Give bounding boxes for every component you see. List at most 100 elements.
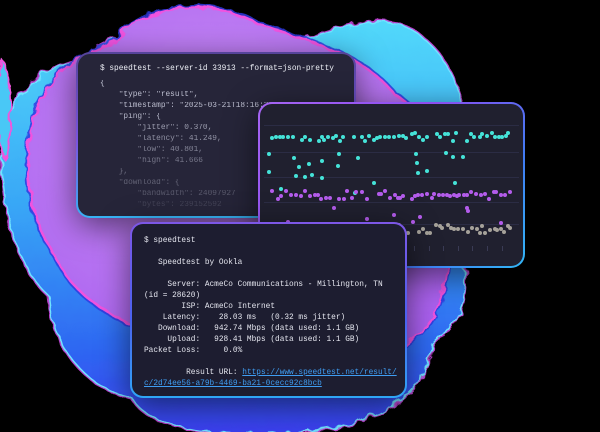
cyan-outliers-dot xyxy=(291,156,296,161)
purple-band-dot xyxy=(344,189,349,194)
purple-band-dot xyxy=(359,190,364,195)
cyan-band-dot xyxy=(442,131,447,136)
cyan-band-dot xyxy=(506,131,511,136)
cyan-band-dot xyxy=(397,134,402,139)
cyan-band-dot xyxy=(302,135,307,140)
cyan-outliers-dot xyxy=(414,151,419,156)
purple-band-dot xyxy=(379,192,384,197)
purple-band-dot xyxy=(478,193,483,198)
json-line: "download": { xyxy=(100,179,180,187)
gray-band-dot xyxy=(494,227,499,232)
purple-band-dot xyxy=(270,189,275,194)
cyan-band-dot xyxy=(319,135,324,140)
cyan-band-dot xyxy=(464,139,469,144)
json-line: "bytes": 239152592 xyxy=(100,201,222,209)
cyan-band-dot xyxy=(503,134,508,139)
purple-outliers-dot xyxy=(332,206,337,211)
cyan-band-dot xyxy=(334,134,339,139)
cyan-band-dot xyxy=(480,132,485,137)
gridline xyxy=(264,202,519,203)
purple-band-dot xyxy=(448,193,453,198)
gray-band-dot xyxy=(417,229,422,234)
purple-band-dot xyxy=(499,192,504,197)
purple-outliers-dot xyxy=(465,208,470,213)
cyan-outliers-dot xyxy=(306,162,311,167)
purple-band-dot xyxy=(279,193,284,198)
gray-band-dot xyxy=(438,224,443,228)
cyan-band-dot xyxy=(326,134,331,139)
purple-band-dot xyxy=(350,195,355,200)
gray-band-dot xyxy=(477,231,482,236)
cyan-band-dot xyxy=(316,138,321,143)
result-url-link[interactable]: https://www.speedtest.net/result/c/2d74e… xyxy=(144,369,397,390)
json-output-lines: { "type": "result", "timestamp": "2025-0… xyxy=(100,79,346,211)
purple-band-dot xyxy=(376,192,381,197)
purple-band-dot xyxy=(275,197,280,202)
purple-band-dot xyxy=(336,196,341,201)
purple-band-dot xyxy=(440,193,445,197)
cyan-outliers-dot xyxy=(414,160,419,165)
purple-band-dot xyxy=(365,196,370,201)
cyan-band-dot xyxy=(378,134,383,139)
purple-band-dot xyxy=(410,197,415,202)
cyan-band-dot xyxy=(274,134,279,139)
cyan-outliers-dot xyxy=(443,150,448,155)
purple-band-dot xyxy=(392,192,397,197)
cyan-outliers-dot xyxy=(267,152,272,157)
cyan-band-dot xyxy=(413,130,418,135)
gray-band-dot xyxy=(465,230,470,235)
cyan-band-dot xyxy=(285,134,290,139)
cyan-band-dot xyxy=(409,131,414,136)
axis-tick xyxy=(428,246,430,251)
cyan-outliers-dot xyxy=(266,169,271,174)
gray-band-dot xyxy=(492,226,497,231)
purple-band-dot xyxy=(425,192,430,197)
purple-band-dot xyxy=(465,192,470,197)
purple-band-dot xyxy=(324,195,329,200)
cyan-band-dot xyxy=(278,135,283,140)
json-line: "jitter": 0.370, xyxy=(100,124,213,132)
purple-outliers-dot xyxy=(498,221,503,226)
cyan-band-dot xyxy=(420,138,425,143)
cyan-band-dot xyxy=(367,134,372,139)
axis-tick xyxy=(472,246,474,251)
cyan-band-dot xyxy=(477,134,482,139)
purple-outliers-dot xyxy=(418,214,423,219)
gray-band-dot xyxy=(474,226,479,231)
cyan-band-dot xyxy=(337,138,342,143)
json-terminal-prompt: $ speedtest --server-id 33913 --format=j… xyxy=(100,65,334,73)
purple-band-dot xyxy=(454,193,459,198)
cyan-outliers-dot xyxy=(319,175,324,180)
purple-band-dot xyxy=(299,193,304,198)
purple-band-dot xyxy=(395,196,400,201)
gray-band-dot xyxy=(428,230,433,235)
purple-band-dot xyxy=(503,193,508,198)
gray-band-dot xyxy=(487,227,492,232)
gray-band-dot xyxy=(451,227,456,232)
purple-band-dot xyxy=(413,193,418,198)
purple-band-dot xyxy=(432,192,437,197)
cyan-outliers-dot xyxy=(336,163,341,168)
gridline xyxy=(264,152,519,153)
purple-band-dot xyxy=(486,197,491,202)
purple-band-dot xyxy=(289,193,293,198)
cyan-outliers-dot xyxy=(278,186,283,191)
gray-band-dot xyxy=(445,222,450,227)
gray-band-dot xyxy=(505,224,510,229)
purple-band-dot xyxy=(451,193,456,198)
purple-outliers-dot xyxy=(410,219,415,224)
cyan-band-dot xyxy=(435,131,440,136)
cyan-band-dot xyxy=(492,135,497,140)
gridline xyxy=(264,177,519,178)
purple-band-dot xyxy=(474,192,479,197)
purple-band-dot xyxy=(415,192,420,197)
cyan-band-dot xyxy=(360,135,365,140)
result-url-label: Result URL: xyxy=(181,369,243,377)
speedtest-title: Speedtest by Ookla xyxy=(144,259,243,267)
cyan-outliers-dot xyxy=(424,169,429,174)
json-line: "bandwidth": 24097927 xyxy=(100,190,236,198)
cyan-band-dot xyxy=(490,131,495,136)
json-line: "ping": { xyxy=(100,113,161,121)
purple-band-dot xyxy=(469,189,474,194)
